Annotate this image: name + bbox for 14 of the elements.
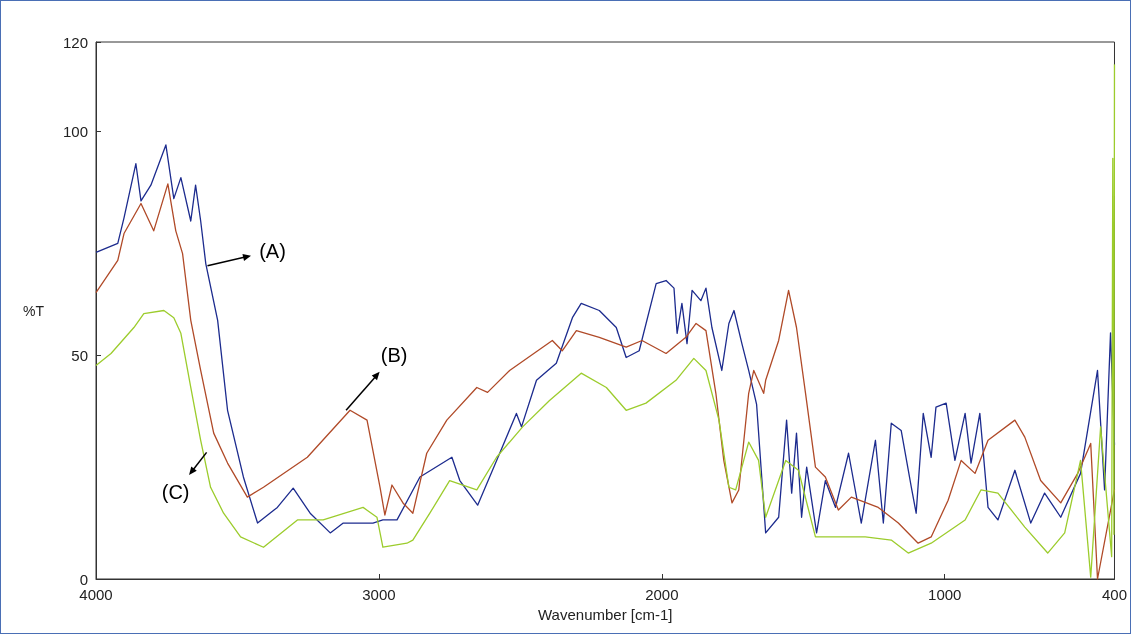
annotation: (B) bbox=[380, 344, 408, 367]
x-tick-label: 3000 bbox=[362, 586, 396, 603]
x-tick-label: 1000 bbox=[928, 586, 962, 603]
annotation: (C) bbox=[161, 481, 190, 504]
y-tick-label: 0 bbox=[79, 570, 88, 588]
y-tick-label: 50 bbox=[71, 346, 88, 364]
x-tick-label: 400 bbox=[1101, 586, 1127, 603]
x-tick-label: 2000 bbox=[645, 586, 679, 603]
x-tick-label: 4000 bbox=[79, 586, 113, 603]
y-axis-title: %T bbox=[23, 302, 45, 319]
y-tick-label: 100 bbox=[62, 123, 88, 140]
x-axis-title: Wavenumber [cm-1] bbox=[538, 606, 673, 623]
annotation: (A) bbox=[259, 239, 286, 262]
y-tick-label: 120 bbox=[62, 33, 88, 51]
